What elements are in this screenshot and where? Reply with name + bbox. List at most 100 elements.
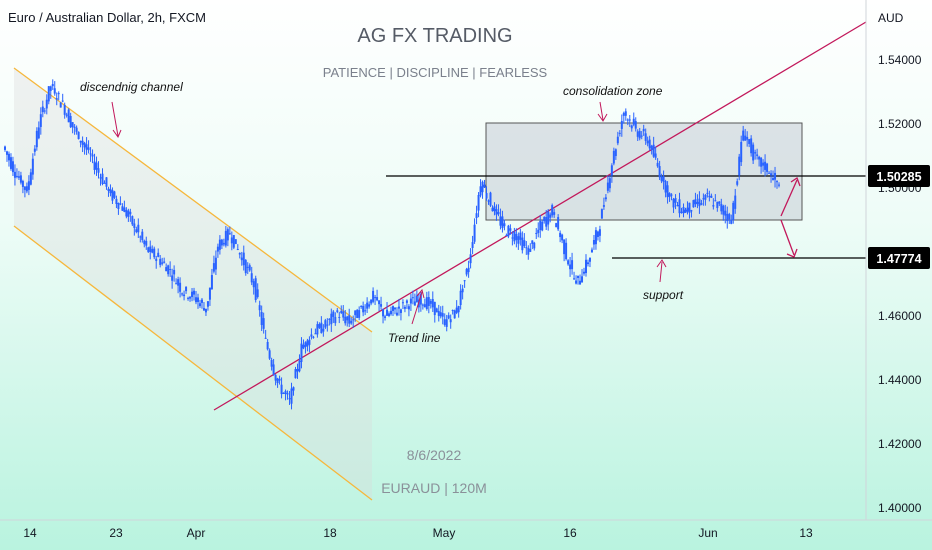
candle[interactable]	[316, 321, 319, 338]
candle[interactable]	[348, 308, 351, 328]
candle[interactable]	[523, 233, 526, 249]
candle[interactable]	[159, 255, 162, 268]
candle[interactable]	[579, 274, 582, 285]
candle[interactable]	[266, 338, 269, 351]
candle[interactable]	[334, 312, 337, 326]
candle[interactable]	[173, 265, 176, 282]
candle[interactable]	[141, 229, 144, 243]
candle[interactable]	[210, 268, 213, 290]
candle[interactable]	[314, 328, 317, 335]
candle[interactable]	[764, 154, 767, 177]
candle[interactable]	[569, 257, 572, 277]
candle[interactable]	[43, 107, 46, 114]
candle[interactable]	[272, 358, 275, 376]
candle[interactable]	[218, 235, 221, 255]
candle[interactable]	[740, 135, 743, 166]
candle[interactable]	[137, 218, 140, 239]
candle[interactable]	[212, 255, 215, 274]
candle[interactable]	[390, 306, 393, 316]
candle[interactable]	[222, 238, 225, 247]
candle[interactable]	[411, 290, 414, 305]
candle[interactable]	[776, 180, 779, 189]
candle[interactable]	[491, 205, 494, 212]
candle[interactable]	[525, 241, 528, 255]
candle[interactable]	[131, 215, 134, 227]
candle[interactable]	[728, 212, 731, 224]
candle[interactable]	[376, 289, 379, 302]
candle[interactable]	[650, 144, 653, 155]
candle[interactable]	[581, 269, 584, 283]
candle[interactable]	[730, 214, 733, 225]
candle[interactable]	[191, 287, 194, 302]
candle[interactable]	[431, 291, 434, 312]
candle[interactable]	[592, 234, 595, 250]
candle[interactable]	[23, 186, 26, 198]
candle[interactable]	[698, 191, 701, 214]
candle[interactable]	[656, 158, 659, 168]
candle[interactable]	[425, 291, 428, 311]
candle[interactable]	[107, 186, 110, 197]
candle[interactable]	[171, 268, 174, 289]
candle[interactable]	[429, 298, 432, 309]
candle[interactable]	[674, 194, 677, 210]
candle[interactable]	[57, 91, 60, 101]
candle[interactable]	[577, 275, 580, 285]
candle[interactable]	[200, 298, 203, 309]
candle[interactable]	[479, 179, 482, 198]
candle[interactable]	[684, 207, 687, 213]
candle[interactable]	[312, 335, 315, 339]
candle[interactable]	[557, 214, 560, 232]
candle[interactable]	[185, 286, 188, 294]
candle[interactable]	[27, 175, 30, 196]
candle[interactable]	[499, 208, 502, 230]
candle[interactable]	[539, 214, 542, 238]
candle[interactable]	[226, 227, 229, 247]
candle[interactable]	[3, 145, 6, 152]
candle[interactable]	[310, 328, 313, 340]
candle[interactable]	[370, 299, 373, 306]
candle[interactable]	[722, 204, 725, 221]
candle[interactable]	[248, 263, 251, 272]
candle[interactable]	[330, 308, 333, 332]
candle[interactable]	[612, 147, 615, 166]
channel-lower-line[interactable]	[13, 225, 373, 501]
candle[interactable]	[83, 141, 86, 155]
candle[interactable]	[497, 204, 500, 217]
candle[interactable]	[624, 108, 627, 121]
candle[interactable]	[567, 259, 570, 266]
candle[interactable]	[51, 79, 54, 90]
candle[interactable]	[284, 389, 287, 401]
candle[interactable]	[469, 248, 472, 269]
candle[interactable]	[256, 283, 259, 299]
candle[interactable]	[352, 315, 355, 328]
candle[interactable]	[49, 85, 52, 99]
candle[interactable]	[296, 363, 299, 379]
candle[interactable]	[366, 297, 369, 314]
candle[interactable]	[459, 284, 462, 310]
candle[interactable]	[471, 235, 474, 255]
candle[interactable]	[71, 122, 74, 134]
candle[interactable]	[461, 284, 464, 300]
candle[interactable]	[495, 204, 498, 221]
candle[interactable]	[732, 200, 735, 224]
candle[interactable]	[515, 228, 518, 248]
candle[interactable]	[374, 294, 377, 306]
candle[interactable]	[754, 149, 757, 160]
candle[interactable]	[234, 239, 237, 245]
candle[interactable]	[537, 222, 540, 238]
candle[interactable]	[686, 201, 689, 215]
candle[interactable]	[744, 128, 747, 141]
candle[interactable]	[87, 140, 90, 154]
candle[interactable]	[413, 293, 416, 306]
candle[interactable]	[742, 125, 745, 142]
candle[interactable]	[127, 208, 130, 222]
candle[interactable]	[294, 366, 297, 379]
candle[interactable]	[91, 149, 94, 164]
candle[interactable]	[258, 300, 261, 317]
candle[interactable]	[716, 201, 719, 212]
candle[interactable]	[346, 315, 349, 327]
candle[interactable]	[750, 135, 753, 157]
candle[interactable]	[642, 124, 645, 136]
candle[interactable]	[79, 140, 82, 148]
candle[interactable]	[748, 138, 751, 148]
